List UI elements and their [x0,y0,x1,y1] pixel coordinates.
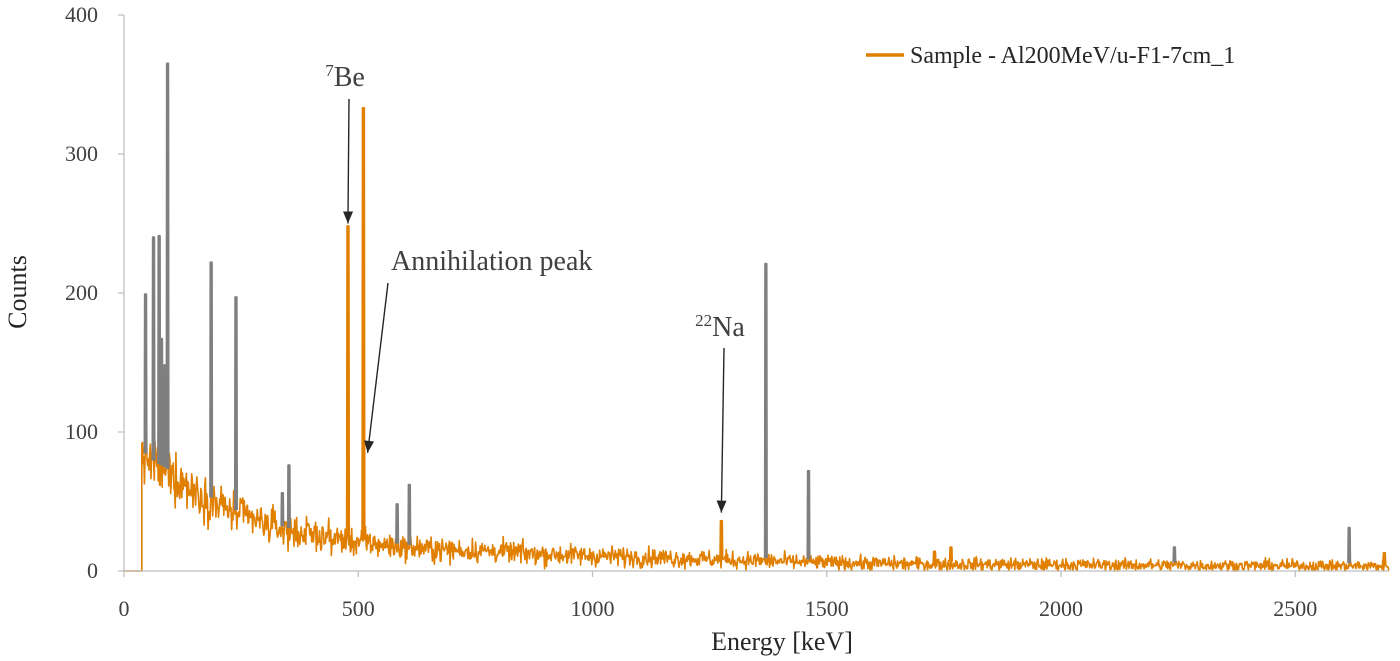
annotation-na22: 22Na [695,311,745,343]
annotation-be7: 7Be [325,61,365,93]
background-peak [233,296,239,511]
sample-peak [948,546,954,562]
annotations: 7Be Annihilation peak 22Na [325,61,745,513]
sample-peak [361,107,366,540]
background-peak [165,62,170,469]
x-axis-title: Energy [keV] [711,627,853,656]
legend-label: Sample - Al200MeV/u-F1-7cm_1 [910,43,1235,69]
sample-spectrum-line [124,427,1390,572]
annotation-arrow-head [716,500,727,513]
sample-peak [1382,551,1387,564]
background-peak [143,293,148,454]
x-tick-label: 2000 [1039,596,1083,621]
y-tick-label: 200 [65,280,98,305]
background-peak [159,337,164,466]
y-tick-label: 100 [65,419,98,444]
annotation-arrow-line [366,282,389,453]
annotation-arrow-line [720,347,725,513]
legend: Sample - Al200MeV/u-F1-7cm_1 [866,43,1235,69]
background-peak [407,483,412,545]
axes [118,14,1389,577]
background-peak [286,464,291,529]
background-peak [763,262,768,559]
sample-peak [932,550,937,562]
tick-labels: 0 100 200 300 400 0 500 1000 1500 2000 2500 [65,2,1317,621]
background-peak [1172,546,1177,563]
background-peak [806,469,811,560]
y-axis-title: Counts [3,255,32,329]
background-peak [209,261,214,498]
background-peak [395,503,400,544]
x-tick-label: 500 [342,596,375,621]
y-tick-label: 300 [65,141,98,166]
x-tick-label: 1000 [571,596,615,621]
y-tick-label: 400 [65,2,98,27]
annotation-arrow-head [343,211,354,224]
background-peak [280,492,285,527]
annotation-arrow-line [347,98,350,224]
background-peak [151,236,156,461]
sample-peak [345,225,351,538]
y-tick-label: 0 [87,558,98,583]
background-peak [1347,526,1352,564]
x-tick-label: 1500 [805,596,849,621]
annotation-annihilation: Annihilation peak [391,246,592,277]
x-tick-label: 0 [119,596,130,621]
x-tick-label: 2500 [1273,596,1317,621]
background-peak [162,364,167,468]
plot-area [124,62,1390,572]
sample-peak [719,519,724,557]
annotation-arrow-head [364,440,375,453]
